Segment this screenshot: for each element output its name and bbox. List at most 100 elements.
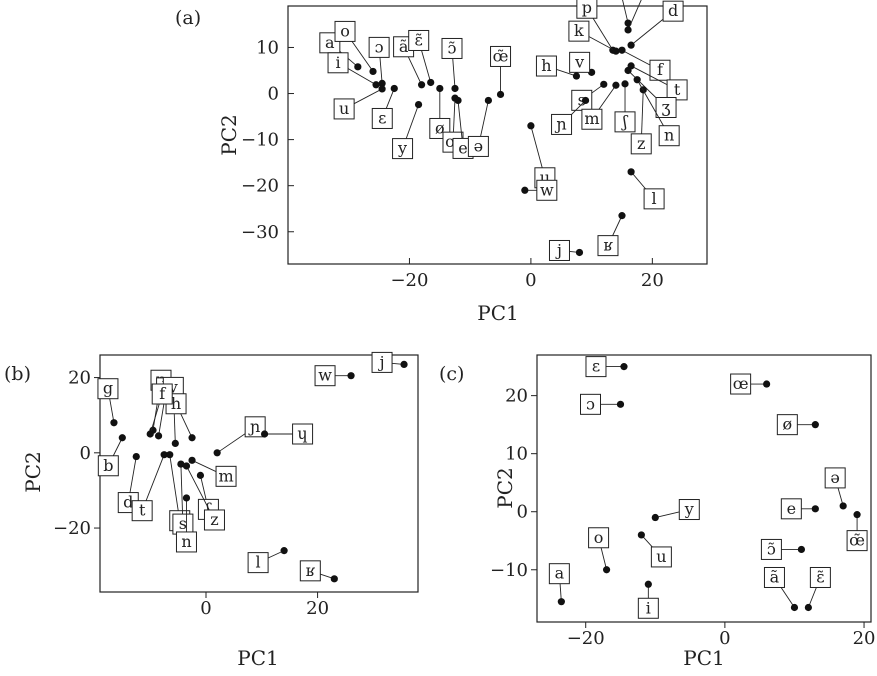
point-leader-line: [622, 0, 629, 24]
data-point: [196, 471, 205, 479]
point-label: e: [458, 138, 467, 157]
point-label-box: [597, 235, 619, 257]
point-label: ã: [399, 37, 409, 56]
data-point: [454, 96, 462, 105]
point-label-box: [650, 546, 672, 568]
point-label-box: [292, 423, 314, 445]
point-label-box: [203, 509, 225, 531]
point-label-box: [97, 455, 119, 477]
data-point: [521, 186, 529, 194]
point-label: ə: [830, 468, 839, 487]
point-label: d: [123, 493, 133, 512]
data-point: [260, 430, 269, 438]
point-label: a: [325, 33, 335, 52]
point-label: w: [540, 180, 554, 199]
point-label: n: [664, 126, 674, 145]
point-label: ʁ: [603, 236, 613, 255]
point-label: ø: [435, 118, 445, 137]
point-label: t: [139, 501, 146, 520]
point-label: ã: [770, 567, 780, 586]
data-point: [188, 456, 196, 464]
data-point: [804, 603, 812, 612]
y-tick-label: 10: [256, 37, 279, 58]
x-tick-label: 20: [853, 628, 876, 649]
data-point: [627, 168, 635, 176]
point-label: l: [652, 189, 657, 208]
point-label-box: [536, 179, 558, 201]
point-label: b: [103, 456, 113, 475]
point-label-box: [548, 563, 570, 585]
point-label: v: [168, 377, 178, 396]
point-label-box: [368, 36, 390, 58]
point-label-box: [371, 107, 393, 129]
point-label: ɥ: [540, 168, 550, 187]
data-point: [612, 47, 620, 55]
point-label-box: [655, 97, 677, 118]
data-point: [811, 421, 819, 429]
data-point: [280, 547, 288, 555]
point-label: œ̃: [493, 46, 509, 65]
data-point: [790, 603, 799, 612]
point-label: ɲ: [554, 114, 566, 133]
y-tick-label: 0: [517, 502, 528, 523]
y-axis-label: PC2: [21, 451, 45, 492]
point-label: j: [555, 240, 562, 259]
point-label: m: [584, 109, 599, 128]
point-label: ə: [474, 136, 483, 155]
point-label: j: [378, 352, 385, 371]
x-tick-label: −20: [390, 270, 428, 291]
x-tick-label: −20: [567, 628, 605, 649]
data-point: [132, 452, 140, 461]
point-label: k: [574, 21, 584, 40]
point-label-box: [247, 552, 269, 574]
data-point: [400, 360, 408, 369]
data-point: [557, 598, 565, 606]
point-label: œ̃: [849, 531, 865, 550]
point-label-box: [299, 560, 321, 582]
point-label: ɛ̃: [816, 567, 824, 586]
y-tick-label: 0: [268, 84, 279, 105]
point-label-box: [630, 133, 652, 155]
data-point: [182, 494, 191, 502]
y-tick-label: 0: [80, 443, 91, 464]
point-label: m: [218, 466, 233, 485]
panel-label: (b): [4, 363, 31, 385]
point-label-box: [333, 98, 355, 120]
data-point: [633, 76, 641, 84]
point-label-box: [97, 378, 119, 400]
point-label: ɥ: [297, 424, 307, 443]
data-point: [797, 545, 806, 554]
plot-frame: [287, 5, 708, 265]
data-point: [612, 81, 620, 89]
data-point: [166, 451, 174, 459]
data-point: [572, 72, 581, 80]
plot-frame: [536, 354, 872, 623]
point-label-box: [551, 113, 573, 135]
data-point: [484, 96, 492, 105]
data-point: [618, 212, 626, 220]
point-label: f: [159, 384, 166, 403]
data-point: [347, 372, 355, 380]
point-label-box: [824, 467, 846, 489]
data-point: [839, 502, 847, 510]
data-point: [644, 580, 652, 588]
data-point: [624, 26, 632, 34]
x-tick-label: 0: [200, 598, 211, 619]
point-label: g: [103, 379, 113, 398]
point-label: ø: [783, 415, 793, 434]
data-point: [496, 90, 505, 99]
point-label: u: [339, 99, 349, 118]
x-tick-label: 0: [525, 270, 536, 291]
point-label-box: [666, 79, 688, 101]
point-label-box: [467, 135, 489, 157]
point-label: z: [210, 510, 218, 529]
data-point: [637, 531, 645, 539]
point-label: ɔ: [375, 37, 384, 56]
data-point: [171, 439, 179, 448]
point-label-box: [637, 597, 659, 619]
y-tick-label: 10: [505, 444, 528, 465]
point-label: f: [657, 60, 664, 79]
x-axis-label: PC1: [477, 301, 518, 325]
